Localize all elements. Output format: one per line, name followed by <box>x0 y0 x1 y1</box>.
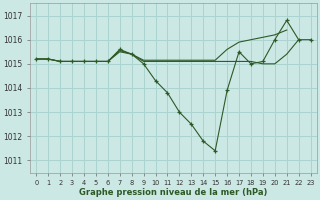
X-axis label: Graphe pression niveau de la mer (hPa): Graphe pression niveau de la mer (hPa) <box>79 188 268 197</box>
